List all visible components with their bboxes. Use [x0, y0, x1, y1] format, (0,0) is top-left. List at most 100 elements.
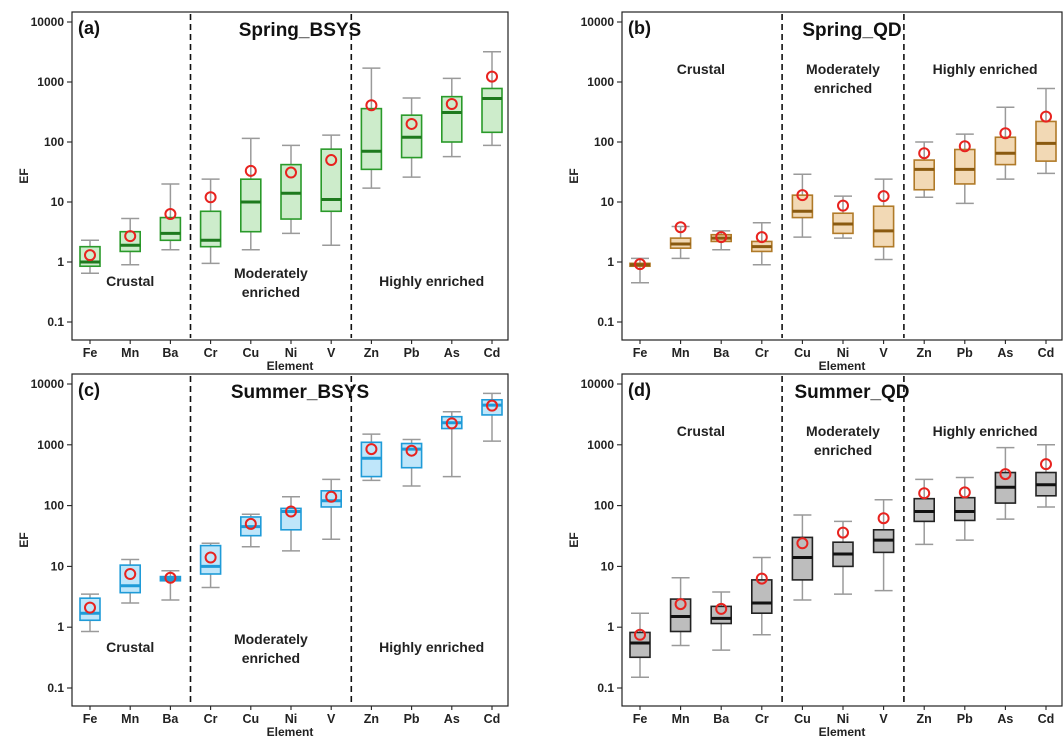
- mean-marker: [715, 231, 728, 244]
- y-tick-label: 10: [601, 559, 615, 573]
- box-mn: [669, 577, 692, 647]
- y-tick-label: 1: [607, 620, 614, 634]
- box-cu: [240, 513, 262, 548]
- y-tick-label: 100: [44, 135, 64, 149]
- y-tick-label: 0.1: [597, 315, 614, 329]
- box-iqr: [913, 159, 936, 191]
- x-tick-label: Cd: [1038, 712, 1055, 726]
- group-label: Moderately: [806, 423, 880, 439]
- mean-marker: [445, 97, 458, 110]
- mean-marker: [674, 598, 687, 611]
- mean-marker: [204, 551, 217, 564]
- panel-title: Summer_QD: [794, 382, 909, 403]
- x-tick-label: Fe: [633, 346, 648, 360]
- mean-marker: [958, 140, 971, 153]
- mean-marker: [796, 189, 809, 202]
- group-label: enriched: [814, 442, 872, 458]
- box-cu: [791, 514, 814, 601]
- x-tick-label: Ba: [162, 712, 179, 726]
- x-tick-label: Pb: [957, 712, 973, 726]
- group-label: Moderately: [806, 61, 880, 77]
- x-tick-label: Cd: [484, 712, 501, 726]
- box-v: [320, 478, 343, 540]
- x-tick-label: Pb: [404, 712, 420, 726]
- box-v: [872, 178, 895, 261]
- mean-marker: [1040, 458, 1052, 471]
- box-cd: [481, 50, 503, 147]
- box-iqr: [953, 148, 976, 185]
- box-fe: [79, 239, 101, 274]
- x-tick-label: Ni: [837, 346, 850, 360]
- x-tick-label: V: [879, 712, 888, 726]
- group-label: enriched: [814, 80, 872, 96]
- box-cr: [750, 222, 773, 266]
- plot-frame: [621, 11, 1063, 341]
- y-tick-label: 0.1: [47, 315, 64, 329]
- box-iqr: [750, 579, 773, 614]
- mean-marker: [84, 249, 96, 262]
- box-zn: [913, 141, 936, 198]
- x-tick-label: Cd: [484, 346, 501, 360]
- y-tick-label: 10000: [31, 15, 65, 29]
- box-iqr: [791, 194, 814, 219]
- mean-marker: [405, 444, 418, 457]
- box-iqr: [320, 148, 343, 213]
- box-cu: [791, 173, 814, 238]
- group-label: Highly enriched: [933, 61, 1038, 77]
- x-tick-label: Ba: [162, 346, 179, 360]
- x-tick-label: Zn: [364, 712, 379, 726]
- box-v: [872, 498, 895, 592]
- x-axis-label: Element: [267, 359, 314, 373]
- x-tick-label: Zn: [917, 346, 932, 360]
- box-cd: [1035, 444, 1057, 508]
- box-iqr: [629, 631, 651, 659]
- panel-tag: (c): [78, 380, 100, 400]
- mean-marker: [365, 99, 378, 112]
- panel-title: Spring_BSYS: [239, 20, 361, 41]
- x-tick-label: Pb: [404, 346, 420, 360]
- box-mn: [119, 558, 141, 604]
- chart-panel-1: 0.1 1 10 100 1000 10000 EF Fe Mn Ba Cr Cu Ni V Zn Pb As C…: [17, 11, 509, 373]
- box-iqr: [159, 216, 182, 242]
- box-mn: [119, 217, 141, 266]
- y-tick-label: 0.1: [597, 681, 614, 695]
- box-iqr: [440, 95, 463, 143]
- y-tick-label: 10000: [31, 377, 65, 391]
- chart-panel-2: 0.1 1 10 100 1000 10000 EF Fe Mn Ba Cr Cu Ni V Zn Pb As C…: [567, 11, 1063, 373]
- y-tick-label: 100: [44, 499, 64, 513]
- group-label: Moderately: [234, 631, 308, 647]
- box-cr: [199, 542, 222, 589]
- mean-marker: [124, 230, 137, 243]
- panel-title: Spring_QD: [802, 20, 901, 41]
- y-tick-label: 10: [51, 559, 65, 573]
- mean-marker: [84, 601, 96, 614]
- mean-marker: [634, 258, 646, 271]
- y-tick-label: 100: [594, 135, 614, 149]
- mean-marker: [285, 166, 297, 179]
- box-iqr: [1035, 120, 1057, 162]
- box-zn: [360, 433, 383, 482]
- group-label: Highly enriched: [379, 273, 484, 289]
- mean-marker: [715, 602, 728, 615]
- group-label: Highly enriched: [933, 423, 1038, 439]
- x-tick-label: Zn: [364, 346, 379, 360]
- y-tick-label: 1: [57, 255, 64, 269]
- box-ba: [710, 230, 733, 251]
- x-tick-label: Mn: [672, 712, 690, 726]
- x-tick-label: Mn: [121, 712, 139, 726]
- plot-frame: [71, 11, 509, 341]
- mean-marker: [244, 517, 257, 530]
- y-tick-label: 1: [57, 620, 64, 634]
- box-cd: [1035, 87, 1057, 175]
- x-tick-label: Ba: [713, 712, 730, 726]
- x-tick-label: Ni: [285, 346, 298, 360]
- x-tick-label: As: [444, 712, 460, 726]
- group-label: Crustal: [677, 423, 725, 439]
- y-tick-label: 10000: [581, 15, 615, 29]
- chart-panel-4: 0.1 1 10 100 1000 10000 EF Fe Mn Ba Cr Cu Ni V Zn Pb As C…: [567, 373, 1063, 739]
- y-axis-label: EF: [17, 168, 31, 183]
- box-ni: [280, 495, 302, 552]
- mean-marker: [999, 468, 1012, 481]
- box-pb: [400, 438, 423, 487]
- mean-marker: [445, 417, 458, 430]
